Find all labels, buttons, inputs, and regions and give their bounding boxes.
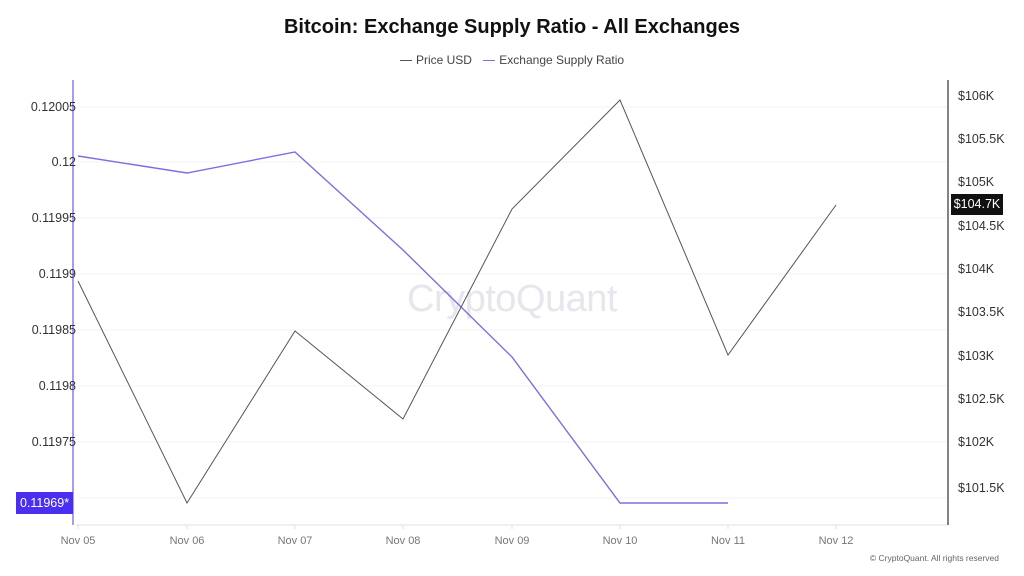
legend-item-supply-ratio[interactable]: Exchange Supply Ratio [483, 53, 624, 67]
right-axis-tick: $106K [958, 89, 995, 103]
legend-item-price[interactable]: Price USD [399, 53, 472, 68]
x-axis-tick: Nov 05 [60, 535, 96, 547]
x-axis-tick: Nov 08 [385, 535, 421, 547]
right-axis-tick: $101.5K [958, 481, 1005, 495]
left-axis-tick: 0.11995 [31, 211, 76, 225]
left-axis-tick: 0.12005 [30, 100, 76, 114]
x-axis-tick: Nov 11 [710, 535, 746, 547]
x-axis-tick: Nov 10 [602, 535, 638, 547]
right-axis-tick: $105K [958, 175, 995, 189]
right-axis-tick: $102.5K [958, 392, 1005, 406]
legend: Price USD Exchange Supply Ratio [0, 50, 1024, 67]
left-axis-tick: 0.1198 [38, 379, 76, 393]
supply-ratio-line [77, 151, 728, 504]
right-axis-tick: $105.5K [958, 132, 1005, 146]
gridlines [78, 106, 948, 499]
legend-label-supply-ratio: Exchange Supply Ratio [499, 53, 625, 68]
right-axis-tick: $102K [958, 435, 995, 449]
left-axis-tick: 0.11975 [31, 435, 76, 449]
x-axis-tick: Nov 06 [169, 535, 205, 547]
left-axis-tick: 0.11985 [31, 323, 76, 337]
current-price-badge: $104.7K [951, 194, 1003, 215]
x-axis-tick: Nov 09 [494, 535, 530, 547]
right-axis-tick: $104K [958, 262, 995, 276]
watermark: CryptoQuant [407, 278, 617, 320]
right-axis-tick: $103.5K [958, 305, 1005, 319]
copyright-notice: © CryptoQuant. All rights reserved [869, 553, 999, 563]
price-line-swatch-icon [399, 59, 412, 61]
price-line [77, 99, 837, 505]
chart-title: Bitcoin: Exchange Supply Ratio - All Exc… [283, 16, 740, 38]
ratio-line-swatch-icon [483, 59, 496, 61]
current-ratio-badge: 0.11969* [16, 492, 73, 514]
left-axis-tick: 0.1199 [38, 267, 76, 281]
x-axis-tick: Nov 07 [277, 535, 313, 547]
right-axis-tick: $104.5K [958, 219, 1005, 233]
left-axis-tick: 0.12 [51, 155, 76, 169]
right-axis-tick: $103K [958, 349, 995, 363]
x-axis-tick: Nov 12 [818, 535, 854, 547]
legend-label-price: Price USD [415, 53, 472, 68]
